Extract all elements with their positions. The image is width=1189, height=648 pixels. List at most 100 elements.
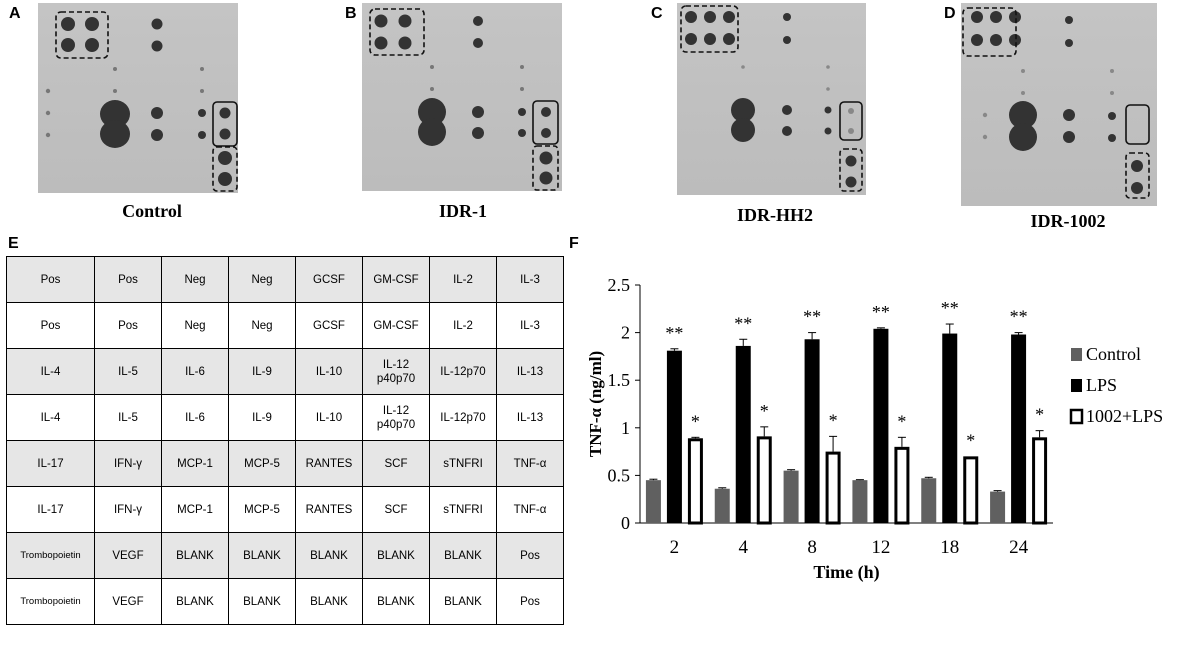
table-cell: TNF-α [496,486,564,533]
bar [942,333,958,523]
array-layout-table: Pos Pos Neg Neg GCSF GM-CSF IL-2 IL-3 Pos Pos Neg N… [6,256,564,625]
table-cell: Trombopoietin [6,532,95,579]
table-cell: IL-12 p40p70 [362,348,430,395]
table-cell: GCSF [295,256,363,303]
table-cell: TNF-α [496,440,564,487]
legend-label: LPS [1086,375,1117,395]
table-cell: SCF [362,486,430,533]
table-cell: IL-4 [6,348,95,395]
table-cell: Pos [94,302,162,349]
bar [963,456,979,525]
table-cell: BLANK [429,578,497,625]
x-axis-label: Time (h) [813,562,879,583]
table-cell: GCSF [295,302,363,349]
table-cell: Neg [161,256,229,303]
table-cell: VEGF [94,578,162,625]
table-cell: IL-2 [429,302,497,349]
y-tick-label: 0.5 [608,465,631,485]
significance-marker: ** [803,307,821,327]
x-tick-label: 12 [871,537,890,558]
table-cell: IL-12p70 [429,348,497,395]
table-row: IL-17 IFN-γ MCP-1 MCP-5 RANTES SCF sTNFRI TNF-α [6,486,564,533]
table-cell: Trombopoietin [6,578,95,625]
bar [1011,334,1027,523]
significance-marker: * [760,401,769,421]
table-cell: IL-10 [295,394,363,441]
table-cell: IL-5 [94,348,162,395]
bar [687,438,703,525]
table-cell: IL-10 [295,348,363,395]
table-cell: IFN-γ [94,440,162,487]
table-cell: BLANK [228,532,296,579]
table-cell: sTNFRI [429,440,497,487]
significance-marker: * [691,411,700,431]
legend-swatch [1071,379,1082,392]
table-cell: BLANK [295,578,363,625]
bar [825,451,841,525]
bar [894,446,910,525]
bar [735,345,751,523]
table-cell: BLANK [362,532,430,579]
table-cell: IL-3 [496,302,564,349]
legend-swatch [1071,348,1082,361]
panel-label-f: F [569,235,579,252]
table-cell: VEGF [94,532,162,579]
table-cell: IL-12p70 [429,394,497,441]
table-cell: IL-17 [6,440,95,487]
table-cell: RANTES [295,486,363,533]
x-tick-label: 2 [670,537,680,558]
table-cell: Pos [6,302,95,349]
table-cell: IL-6 [161,348,229,395]
caption-idrhh2: IDR-HH2 [737,205,813,225]
y-tick-label: 0 [621,513,630,533]
table-cell: BLANK [161,532,229,579]
bar [921,478,937,523]
table-cell: Pos [496,578,564,625]
table-cell: BLANK [228,578,296,625]
table-cell: sTNFRI [429,486,497,533]
table-cell: GM-CSF [362,302,430,349]
table-cell: IL-5 [94,394,162,441]
significance-marker: ** [665,323,683,343]
legend-label: 1002+LPS [1086,406,1163,426]
table-row: IL-17 IFN-γ MCP-1 MCP-5 RANTES SCF sTNFRI TNF-α [6,440,564,487]
bar [804,339,820,523]
bar [756,436,772,525]
caption-idr1002: IDR-1002 [1030,211,1106,231]
table-row: IL-4 IL-5 IL-6 IL-9 IL-10 IL-12 p40p70 IL-12p7… [6,394,564,441]
significance-marker: * [897,411,906,431]
table-row: IL-4 IL-5 IL-6 IL-9 IL-10 IL-12 p40p70 IL-12p7… [6,348,564,395]
panel-label-e: E [8,235,19,252]
bar [645,480,661,523]
table-cell: Pos [6,256,95,303]
table-cell: IL-17 [6,486,95,533]
table-cell: IL-3 [496,256,564,303]
table-row: Trombopoietin VEGF BLANK BLANK BLANK BLANK BLA… [6,532,564,579]
table-cell: Neg [228,302,296,349]
significance-marker: * [829,410,838,430]
y-tick-label: 2 [621,323,630,343]
table-cell: MCP-1 [161,486,229,533]
table-cell: IL-2 [429,256,497,303]
table-cell: IL-9 [228,348,296,395]
y-tick-label: 1.5 [608,370,631,390]
y-tick-label: 2.5 [608,275,631,295]
bar [714,488,730,523]
table-row: Pos Pos Neg Neg GCSF GM-CSF IL-2 IL-3 [6,256,564,303]
significance-marker: * [966,430,975,450]
bar [1032,437,1048,525]
x-tick-label: 4 [739,537,749,558]
blot-image-idr1002 [961,3,1157,206]
table-cell: IL-12 p40p70 [362,394,430,441]
table-cell: MCP-5 [228,440,296,487]
blot-image-idr1 [362,3,562,191]
table-cell: SCF [362,440,430,487]
significance-marker: ** [941,298,959,318]
table-cell: MCP-5 [228,486,296,533]
panel-label-d: D [944,5,956,22]
panel-label-a: A [9,5,21,22]
table-cell: Pos [94,256,162,303]
caption-idr1: IDR-1 [439,201,487,221]
table-cell: Neg [161,302,229,349]
